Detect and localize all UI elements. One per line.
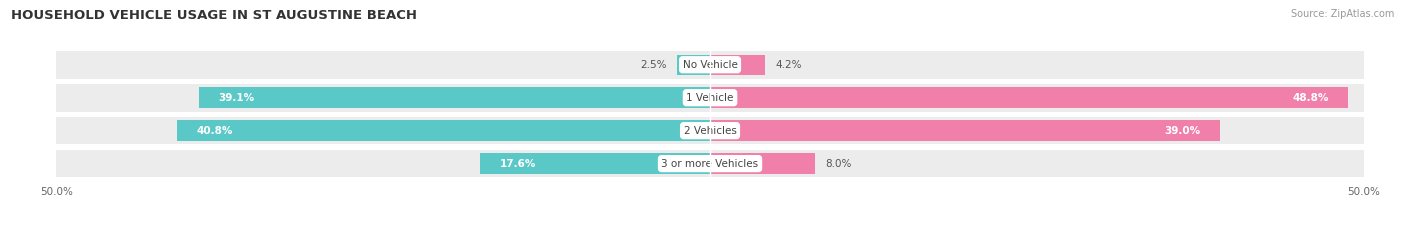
Bar: [479, 153, 710, 174]
Text: 1 Vehicle: 1 Vehicle: [686, 93, 734, 103]
Text: Source: ZipAtlas.com: Source: ZipAtlas.com: [1291, 9, 1395, 19]
Bar: [56, 51, 1364, 79]
Text: HOUSEHOLD VEHICLE USAGE IN ST AUGUSTINE BEACH: HOUSEHOLD VEHICLE USAGE IN ST AUGUSTINE …: [11, 9, 418, 22]
Bar: [678, 55, 710, 75]
Bar: [710, 55, 765, 75]
Bar: [56, 150, 1364, 178]
Text: 3 or more Vehicles: 3 or more Vehicles: [661, 159, 759, 169]
Bar: [710, 120, 1220, 141]
Bar: [56, 117, 1364, 144]
Bar: [710, 87, 1348, 108]
Text: 39.1%: 39.1%: [218, 93, 254, 103]
Bar: [177, 120, 710, 141]
Bar: [198, 87, 710, 108]
Text: 4.2%: 4.2%: [776, 60, 801, 70]
Text: 17.6%: 17.6%: [499, 159, 536, 169]
Text: 40.8%: 40.8%: [197, 126, 232, 136]
Text: 39.0%: 39.0%: [1164, 126, 1201, 136]
Text: 8.0%: 8.0%: [825, 159, 852, 169]
Bar: [710, 153, 814, 174]
Text: No Vehicle: No Vehicle: [682, 60, 738, 70]
Bar: [56, 84, 1364, 112]
Text: 2 Vehicles: 2 Vehicles: [683, 126, 737, 136]
Text: 48.8%: 48.8%: [1292, 93, 1329, 103]
Text: 2.5%: 2.5%: [640, 60, 666, 70]
